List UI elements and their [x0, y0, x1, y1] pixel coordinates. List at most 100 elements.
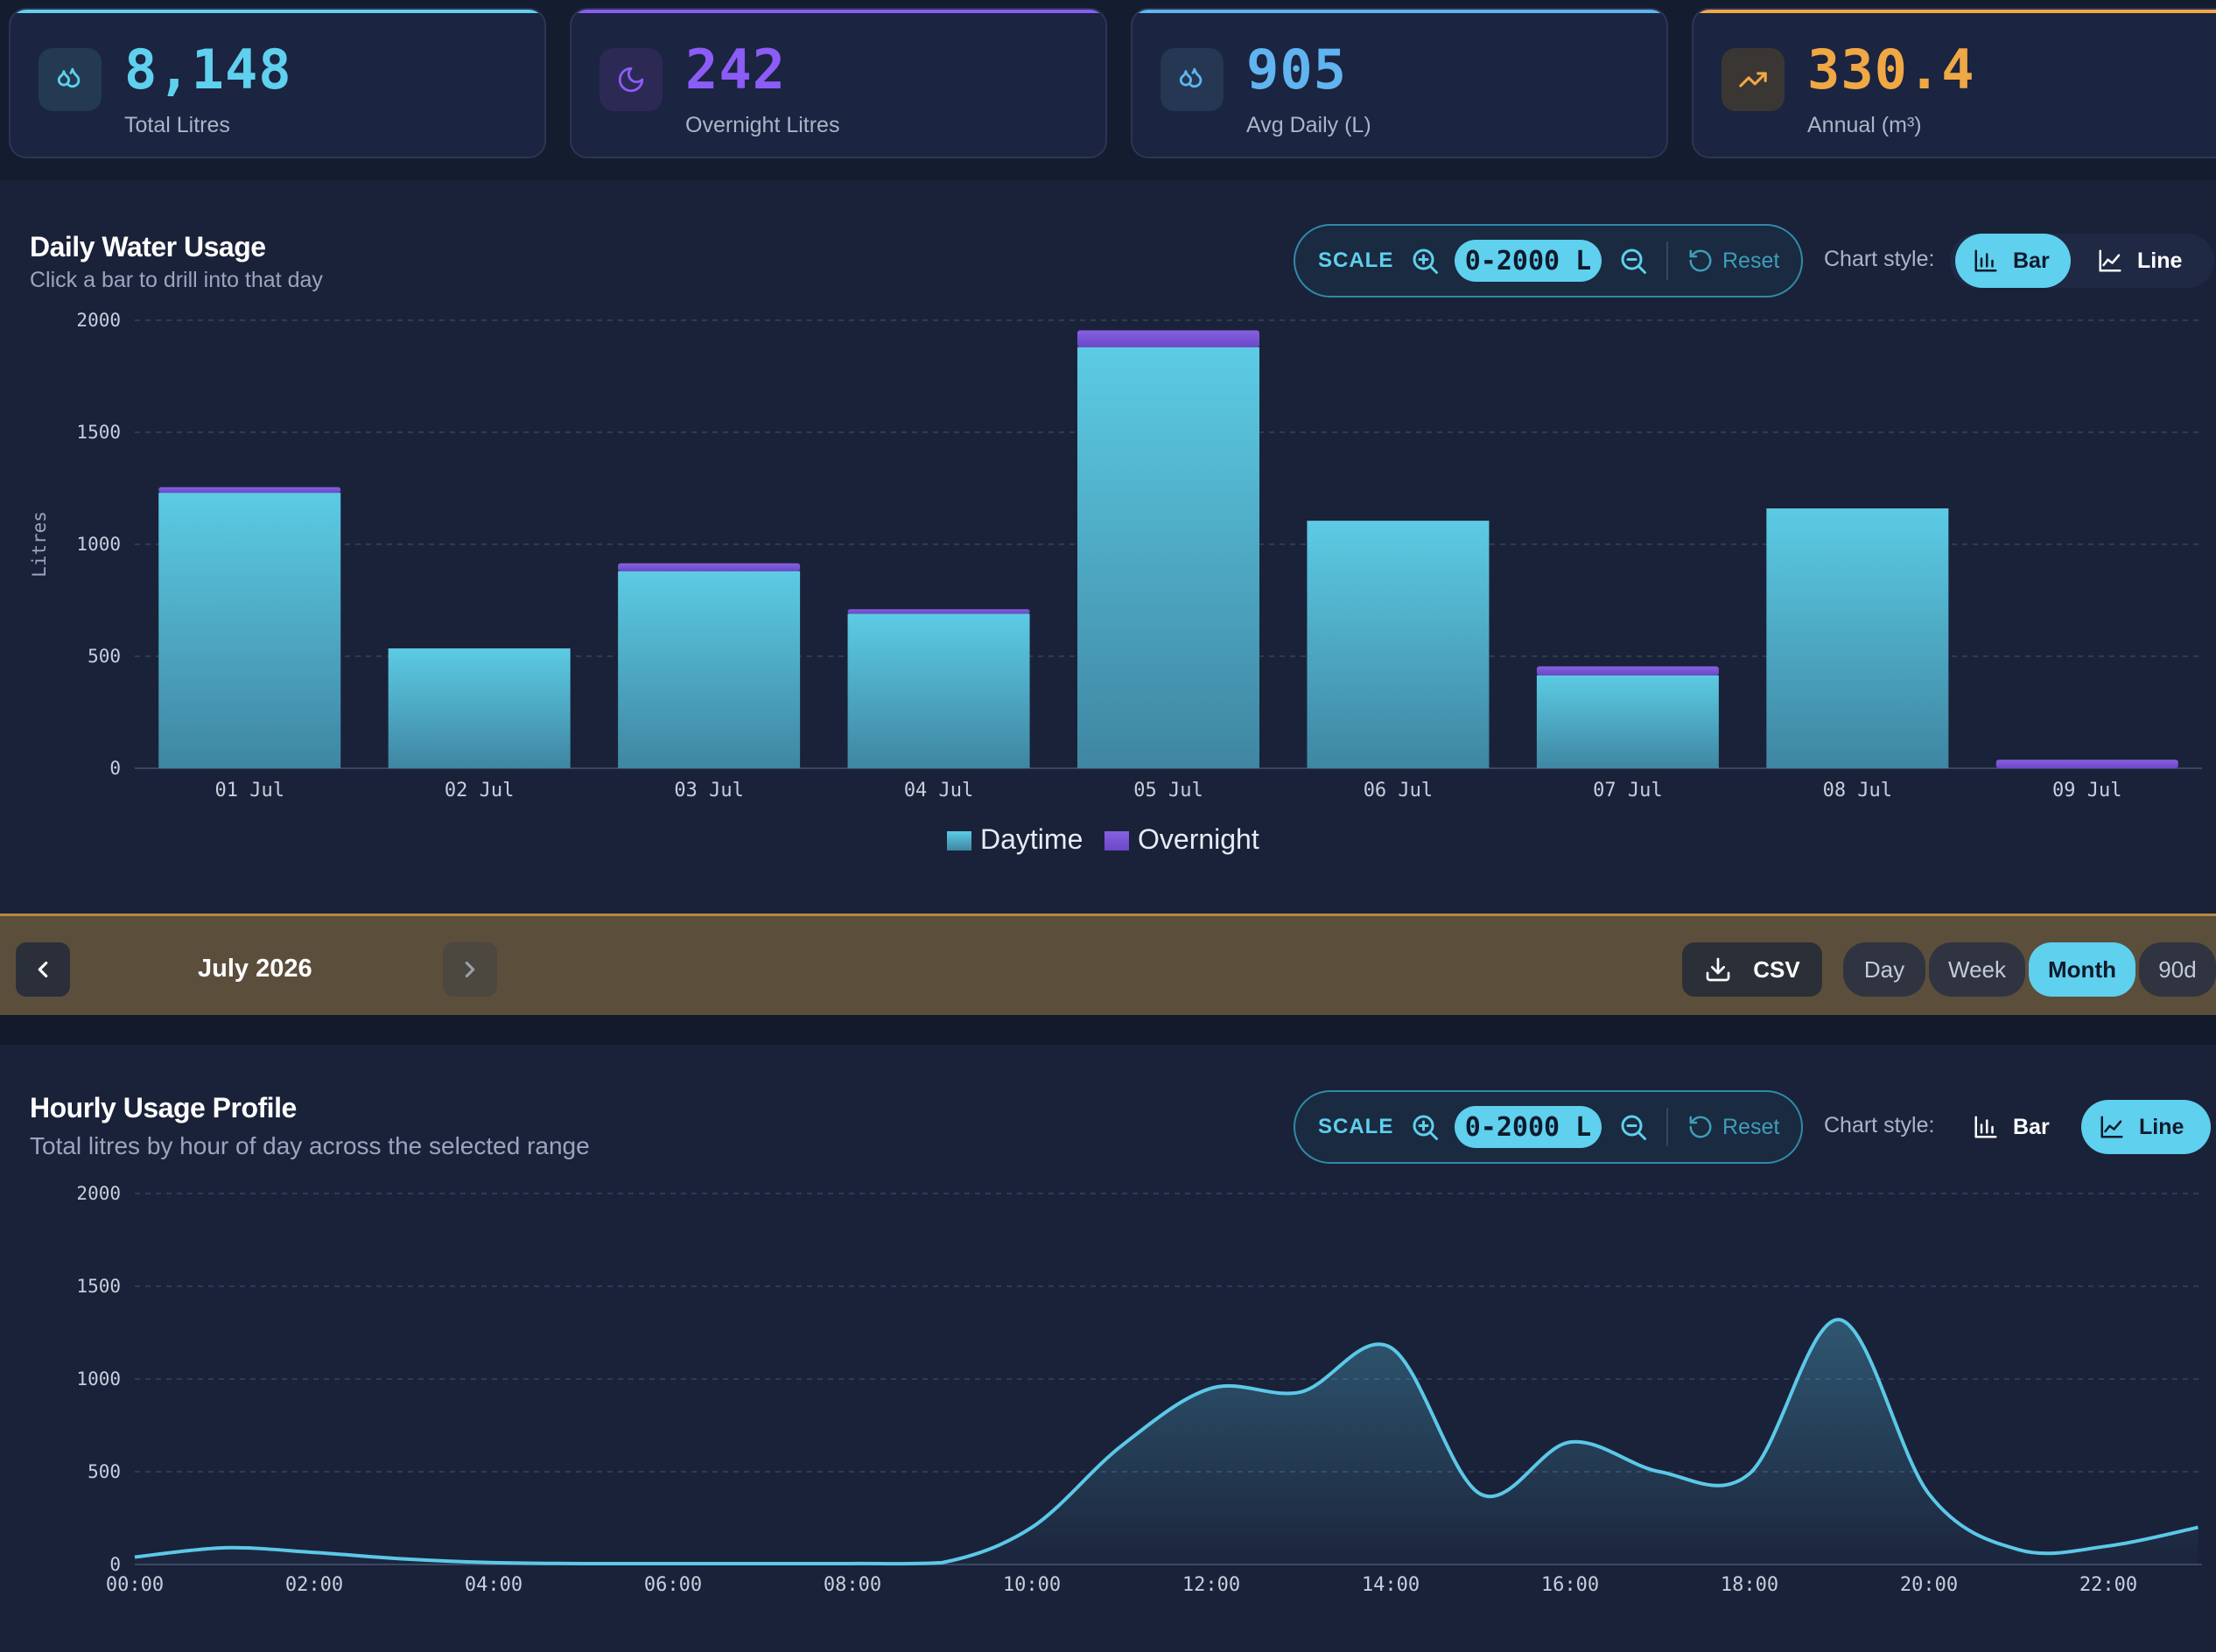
bar-daytime — [1077, 346, 1259, 768]
next-month-button[interactable] — [443, 942, 497, 997]
x-tick-label: 06:00 — [644, 1574, 702, 1596]
kpi-value: 905 — [1246, 38, 1347, 102]
kpi-label: Annual (m³) — [1807, 113, 1922, 137]
reset-button[interactable]: Reset — [1687, 1111, 1779, 1143]
x-tick-label: 03 Jul — [674, 780, 743, 802]
kpi-card-avg-daily: 905 Avg Daily (L) — [1131, 8, 1668, 158]
chart-legend: Daytime Overnight — [947, 823, 1259, 855]
usage-line — [134, 1318, 2198, 1566]
x-tick-label: 08:00 — [824, 1574, 881, 1596]
bar-daytime — [847, 613, 1030, 768]
y-tick-label: 2000 — [76, 1183, 121, 1204]
bar-overnight — [847, 609, 1030, 614]
hourly-usage-panel: Hourly Usage Profile Total litres by hou… — [0, 1045, 2216, 1652]
kpi-label: Overnight Litres — [685, 113, 840, 137]
x-tick-label: 16:00 — [1541, 1574, 1599, 1596]
bar-overnight — [1995, 760, 2178, 768]
scale-divider — [1666, 242, 1668, 280]
x-tick-label: 04:00 — [465, 1574, 522, 1596]
chart-style-bar-button[interactable]: Bar — [1955, 1100, 2071, 1154]
bar-chart-icon — [1974, 1116, 1997, 1138]
hourly-usage-chart: 0 500 1000 1500 2000 00:00 02:00 04:00 06:00 08:0… — [76, 1183, 2202, 1596]
y-tick-label: 500 — [88, 646, 121, 667]
droplets-icon — [39, 48, 102, 111]
x-tick-label: 14:00 — [1362, 1574, 1420, 1596]
chart-style-label: Chart style: — [1824, 1113, 1935, 1138]
x-tick-label: 04 Jul — [904, 780, 973, 802]
kpi-accent-bar — [572, 10, 1105, 13]
legend-label: Daytime — [980, 823, 1083, 855]
kpi-value: 330.4 — [1807, 38, 1975, 102]
x-tick-label: 07 Jul — [1593, 780, 1662, 802]
current-month-label: July 2026 — [198, 955, 312, 983]
x-tick-label: 08 Jul — [1823, 780, 1892, 802]
y-tick-label: 1500 — [76, 422, 121, 443]
line-label: Line — [2139, 1114, 2184, 1139]
line-chart-icon — [2099, 249, 2121, 272]
scale-label: SCALE — [1318, 1115, 1394, 1138]
range-tab-day[interactable]: Day — [1843, 942, 1925, 997]
y-tick-label: 1000 — [76, 534, 121, 555]
kpi-accent-bar — [11, 10, 544, 13]
kpi-value: 8,148 — [124, 38, 292, 102]
chart-style-line-button[interactable]: Line — [2081, 1100, 2211, 1154]
zoom-out-icon[interactable] — [1617, 1111, 1649, 1143]
reset-label: Reset — [1722, 1114, 1780, 1139]
chevron-right-icon — [465, 961, 475, 978]
x-tick-label: 10:00 — [1003, 1574, 1061, 1596]
csv-label: CSV — [1753, 956, 1800, 983]
y-tick-label: 0 — [109, 1554, 121, 1575]
y-tick-label: 1500 — [76, 1276, 121, 1297]
bar-daytime — [618, 570, 801, 768]
scale-range-pill: 0-2000 L — [1455, 1106, 1602, 1148]
reset-icon — [1689, 1116, 1712, 1138]
scale-divider — [1666, 1108, 1668, 1146]
bar-chart-icon — [1974, 249, 1997, 272]
x-tick-label: 22:00 — [2079, 1574, 2137, 1596]
chart-style-line-button[interactable]: Line — [2079, 234, 2211, 288]
reset-button[interactable]: Reset — [1687, 245, 1779, 276]
bar-overnight — [1077, 330, 1259, 347]
y-tick-label: 0 — [109, 758, 121, 779]
export-csv-button[interactable]: CSV — [1682, 942, 1822, 997]
range-tab-week[interactable]: Week — [1929, 942, 2025, 997]
kpi-row: 8,148 Total Litres 242 Overnight Litres … — [0, 0, 2216, 180]
panel-title: Daily Water Usage — [30, 231, 266, 262]
chevron-left-icon — [38, 961, 48, 978]
chart-style-toggle: Bar Line — [1950, 1100, 2214, 1154]
scale-control: SCALE 0-2000 L Reset — [1294, 224, 1803, 298]
bar-daytime — [1536, 675, 1719, 768]
kpi-accent-bar — [1133, 10, 1666, 13]
chart-style-label: Chart style: — [1824, 247, 1935, 271]
x-tick-label: 09 Jul — [2052, 780, 2121, 802]
daily-usage-panel: Daily Water Usage Click a bar to drill i… — [0, 180, 2216, 914]
x-tick-label: 02:00 — [285, 1574, 343, 1596]
kpi-card-total-litres: 8,148 Total Litres — [9, 8, 546, 158]
x-tick-label: 02 Jul — [445, 780, 514, 802]
panel-subtitle: Total litres by hour of day across the s… — [30, 1132, 590, 1159]
line-label: Line — [2137, 248, 2183, 273]
y-tick-label: 1000 — [76, 1368, 121, 1390]
section-gap — [0, 1015, 2216, 1045]
x-tick-label: 12:00 — [1182, 1574, 1240, 1596]
panel-subtitle: Click a bar to drill into that day — [30, 268, 323, 292]
zoom-in-icon[interactable] — [1409, 1111, 1441, 1143]
trending-up-icon — [1722, 48, 1785, 111]
daily-usage-chart: 0 500 1000 1500 2000 Litres 01 Jul 02 Jul 03 Jul… — [29, 310, 2202, 855]
range-tab-90d[interactable]: 90d — [2139, 942, 2216, 997]
zoom-in-icon[interactable] — [1409, 245, 1441, 276]
prev-month-button[interactable] — [16, 942, 70, 997]
range-tab-month[interactable]: Month — [2029, 942, 2135, 997]
droplets-icon — [1161, 48, 1224, 111]
chart-style-toggle: Bar Line — [1950, 234, 2214, 288]
reset-icon — [1689, 249, 1712, 272]
x-tick-label: 05 Jul — [1133, 780, 1203, 802]
y-tick-label: 2000 — [76, 310, 121, 331]
zoom-out-icon[interactable] — [1617, 245, 1649, 276]
x-tick-label: 20:00 — [1900, 1574, 1958, 1596]
bar-daytime — [158, 493, 341, 768]
legend-label: Overnight — [1138, 823, 1259, 855]
reset-label: Reset — [1722, 248, 1780, 273]
panel-title: Hourly Usage Profile — [30, 1092, 297, 1124]
chart-style-bar-button[interactable]: Bar — [1955, 234, 2071, 288]
